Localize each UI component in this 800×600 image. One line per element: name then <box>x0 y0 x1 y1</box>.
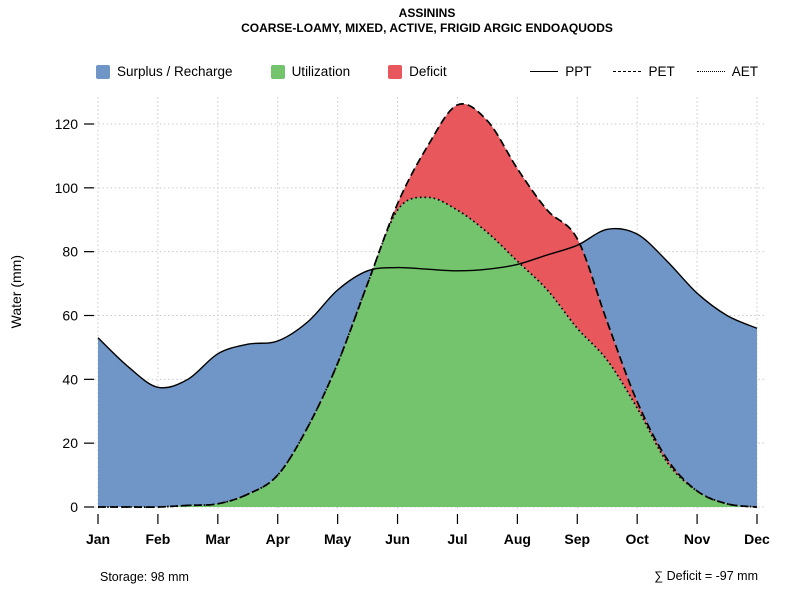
x-tick-label: Oct <box>626 531 650 547</box>
x-tick-label: Apr <box>266 531 291 547</box>
chart-title: ASSININS <box>398 6 456 20</box>
legend: Surplus / Recharge Utilization Deficit P… <box>96 64 758 79</box>
legend-item-deficit: Deficit <box>388 64 447 79</box>
legend-item-ppt: PPT <box>530 64 591 79</box>
x-tick-label: Sep <box>564 531 590 547</box>
y-tick-label: 100 <box>55 180 79 196</box>
legend-line-group: PPT PET AET <box>530 64 758 79</box>
y-tick-label: 0 <box>70 499 78 515</box>
x-tick-label: Dec <box>744 531 770 547</box>
x-tick-label: Jul <box>447 531 467 547</box>
legend-label-deficit: Deficit <box>409 64 447 79</box>
chart-header: ASSININS COARSE-LOAMY, MIXED, ACTIVE, FR… <box>54 6 800 36</box>
legend-label-surplus: Surplus / Recharge <box>117 64 233 79</box>
x-tick-label: May <box>324 531 351 547</box>
legend-item-aet: AET <box>696 64 758 79</box>
legend-item-surplus: Surplus / Recharge <box>96 64 233 79</box>
utilization-swatch-icon <box>270 64 285 79</box>
deficit-sum-note: ∑ Deficit = -97 mm <box>654 569 758 583</box>
legend-item-utilization: Utilization <box>270 64 351 79</box>
x-tick-label: Feb <box>145 531 170 547</box>
surplus-area <box>98 103 757 508</box>
ppt-line <box>97 227 758 389</box>
y-tick-label: 80 <box>62 244 78 260</box>
y-axis-label: Water (mm) <box>8 255 24 329</box>
surplus-swatch-icon <box>96 64 110 79</box>
deficit-area <box>98 103 757 508</box>
x-tick-label: Nov <box>684 531 711 547</box>
x-tick-label: Jun <box>385 531 410 547</box>
aet-line <box>97 196 758 508</box>
aet-line-sample-icon <box>696 71 725 72</box>
x-tick-label: Jan <box>86 531 110 547</box>
x-tick-label: Aug <box>504 531 531 547</box>
legend-label-ppt: PPT <box>565 64 592 79</box>
legend-label-aet: AET <box>731 64 758 79</box>
x-tick-label: Mar <box>205 531 230 547</box>
y-tick-label: 120 <box>55 116 79 132</box>
storage-note: Storage: 98 mm <box>100 570 189 584</box>
deficit-swatch-icon <box>388 64 403 79</box>
y-tick-label: 20 <box>62 435 78 451</box>
utilization-area <box>98 197 757 508</box>
legend-area-group: Surplus / Recharge Utilization Deficit <box>96 64 447 79</box>
y-tick-label: 40 <box>62 371 78 387</box>
pet-line <box>97 103 758 508</box>
ppt-line-sample-icon <box>530 71 559 72</box>
legend-label-pet: PET <box>648 64 675 79</box>
legend-item-pet: PET <box>613 64 675 79</box>
legend-label-utilization: Utilization <box>291 64 351 79</box>
chart-subtitle: COARSE-LOAMY, MIXED, ACTIVE, FRIGID ARGI… <box>241 21 613 35</box>
pet-line-sample-icon <box>613 71 642 72</box>
y-tick-label: 60 <box>62 308 78 324</box>
